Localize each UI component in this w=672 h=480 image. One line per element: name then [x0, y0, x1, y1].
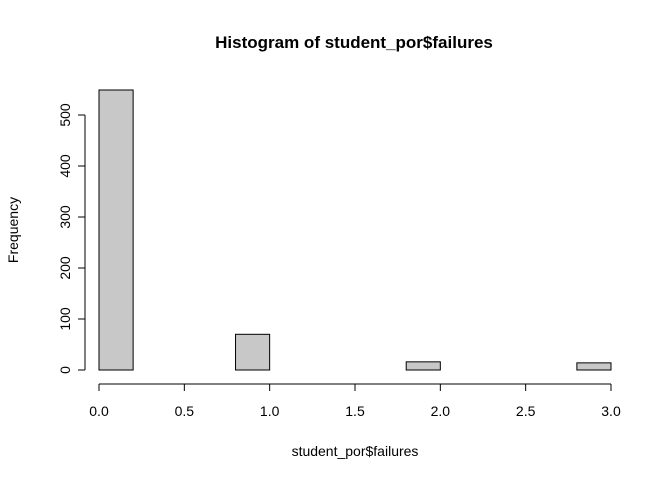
x-tick-label: 2.0	[431, 403, 451, 419]
x-axis-label: student_por$failures	[292, 443, 419, 459]
histogram-bar-0	[98, 89, 134, 371]
x-tick-label: 0.5	[175, 403, 195, 419]
histogram-bar-4	[235, 333, 271, 371]
y-tick-label: 200	[57, 256, 73, 280]
x-tick-label: 2.5	[516, 403, 536, 419]
bars-group	[98, 89, 612, 371]
x-tick-label: 1.0	[260, 403, 280, 419]
y-tick-label: 0	[57, 366, 73, 374]
y-tick-label: 400	[57, 154, 73, 178]
y-tick-label: 300	[57, 205, 73, 229]
x-tick-label: 0.0	[89, 403, 109, 419]
x-axis: 0.0 0.5 1.0 1.5 2.0 2.5 3.0	[89, 383, 621, 419]
y-axis-label: Frequency	[5, 197, 21, 263]
histogram-bar-14	[576, 362, 612, 371]
chart-title: Histogram of student_por$failures	[215, 33, 493, 52]
y-tick-label: 100	[57, 307, 73, 331]
y-axis: 0 100 200 300 400 500	[57, 103, 86, 374]
x-tick-label: 1.5	[345, 403, 365, 419]
x-tick-label: 3.0	[601, 403, 621, 419]
histogram-bar-9	[405, 361, 441, 371]
y-tick-label: 500	[57, 103, 73, 127]
